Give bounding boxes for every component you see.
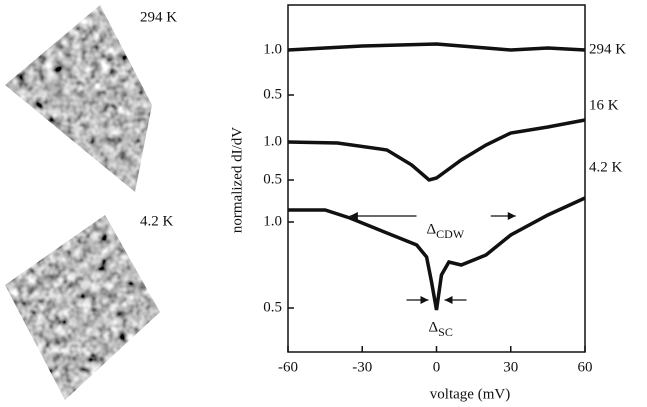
y-tick-label: 0.5 [263, 299, 282, 315]
x-tick-label: -60 [278, 359, 298, 375]
annotation-subscript: CDW [436, 227, 465, 241]
y-tick-label: 1.0 [263, 41, 282, 57]
stm-image [5, 5, 152, 192]
x-tick-label: 60 [578, 359, 593, 375]
curve-label: 294 K [589, 41, 626, 57]
stm-image [5, 215, 160, 400]
image-label: 4.2 K [140, 213, 174, 229]
x-tick-label: 0 [433, 359, 441, 375]
curve [288, 196, 586, 311]
y-tick-label: 0.5 [263, 86, 282, 102]
y-axis-label: normalized dI/dV [229, 127, 245, 233]
arrow-head [444, 296, 453, 304]
arrow-head [349, 212, 358, 220]
annotation: ΔSC [429, 319, 453, 338]
curve [287, 42, 586, 52]
y-tick-label: 1.0 [263, 133, 282, 149]
arrow-head [507, 212, 516, 220]
curve [287, 118, 586, 182]
x-tick-label: 30 [503, 359, 518, 375]
x-tick-label: -30 [352, 359, 372, 375]
x-axis-label: voltage (mV) [430, 386, 510, 402]
image-label: 294 K [140, 9, 177, 25]
annotation: ΔCDW [427, 221, 465, 240]
curve-label: 4.2 K [589, 159, 623, 175]
y-tick-label: 1.0 [263, 213, 282, 229]
curve-label: 16 K [589, 97, 619, 113]
annotation-subscript: SC [438, 325, 453, 339]
y-tick-label: 0.5 [263, 171, 282, 187]
arrow-head [420, 296, 429, 304]
